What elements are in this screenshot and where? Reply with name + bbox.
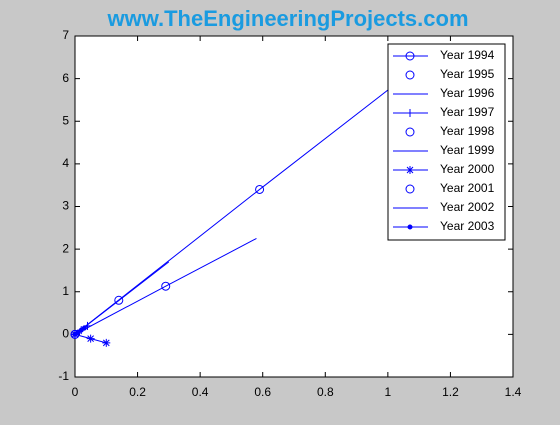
legend-label: Year 1995 — [440, 67, 495, 81]
y-tick-label: 7 — [62, 28, 69, 42]
marker — [102, 338, 111, 347]
series-line — [74, 65, 420, 335]
marker — [255, 184, 265, 194]
y-tick-label: -1 — [58, 369, 69, 383]
legend-label: Year 1999 — [440, 143, 495, 157]
chart-title: www.TheEngineeringProjects.com — [106, 6, 468, 31]
legend-label: Year 2003 — [440, 219, 495, 233]
y-tick-label: 4 — [62, 156, 69, 170]
legend-label: Year 2002 — [440, 200, 495, 214]
legend-marker — [405, 51, 415, 61]
legend-marker — [406, 166, 414, 174]
legend-marker — [406, 109, 414, 117]
x-tick-label: 1.2 — [442, 385, 459, 399]
x-tick-label: 0.2 — [129, 385, 146, 399]
legend-label: Year 1998 — [440, 124, 495, 138]
y-tick-label: 5 — [62, 113, 69, 127]
legend-box — [387, 43, 506, 241]
marker — [86, 334, 95, 343]
x-tick-label: 1 — [385, 385, 392, 399]
legend-label: Year 1994 — [440, 48, 495, 62]
y-tick-label: 1 — [62, 284, 69, 298]
legend-marker — [405, 184, 415, 194]
y-tick-label: 2 — [62, 241, 69, 255]
legend-label: Year 2000 — [440, 162, 495, 176]
marker — [81, 325, 87, 331]
legend-marker — [405, 127, 415, 137]
y-tick-label: 3 — [62, 199, 69, 213]
x-tick-label: 0.8 — [317, 385, 334, 399]
legend-marker — [407, 224, 413, 230]
marker — [161, 281, 171, 291]
y-tick-label: 6 — [62, 71, 69, 85]
x-tick-label: 0 — [72, 385, 79, 399]
legend-label: Year 1997 — [440, 105, 495, 119]
marker — [114, 295, 124, 305]
x-tick-label: 0.4 — [192, 385, 209, 399]
series-line — [74, 261, 170, 335]
series-line — [74, 238, 257, 335]
legend-label: Year 1996 — [440, 86, 495, 100]
legend-marker — [405, 70, 415, 80]
x-tick-label: 1.4 — [505, 385, 522, 399]
x-tick-label: 0.6 — [254, 385, 271, 399]
legend-label: Year 2001 — [440, 181, 495, 195]
y-tick-label: 0 — [62, 327, 69, 341]
